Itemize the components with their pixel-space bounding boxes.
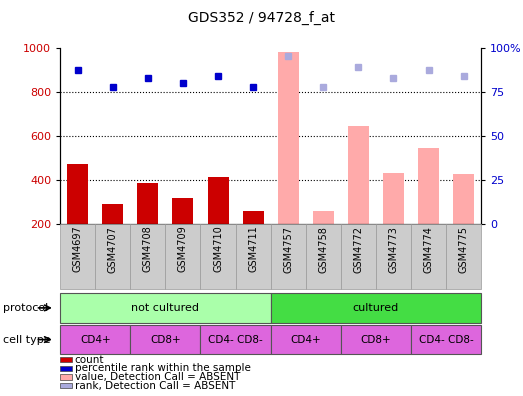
Bar	[411, 224, 446, 289]
Bar	[341, 325, 411, 354]
Text: CD4- CD8-: CD4- CD8-	[419, 335, 473, 345]
Text: cell type: cell type	[3, 335, 50, 345]
Bar	[446, 224, 481, 289]
Text: CD8+: CD8+	[360, 335, 391, 345]
Text: GSM4774: GSM4774	[424, 226, 434, 272]
Text: GSM4773: GSM4773	[389, 226, 399, 272]
Bar	[165, 224, 200, 289]
Bar	[67, 164, 88, 224]
Text: rank, Detection Call = ABSENT: rank, Detection Call = ABSENT	[75, 381, 235, 391]
Text: GSM4758: GSM4758	[319, 226, 328, 272]
Bar	[200, 325, 271, 354]
Text: GSM4709: GSM4709	[178, 226, 188, 272]
Text: GDS352 / 94728_f_at: GDS352 / 94728_f_at	[188, 11, 335, 25]
Bar	[102, 204, 123, 224]
Text: CD4- CD8-: CD4- CD8-	[208, 335, 263, 345]
Text: CD8+: CD8+	[150, 335, 181, 345]
Text: CD4+: CD4+	[290, 335, 321, 345]
Bar	[341, 224, 376, 289]
Text: GSM4711: GSM4711	[248, 226, 258, 272]
Bar	[95, 224, 130, 289]
Bar	[271, 325, 341, 354]
Text: GSM4708: GSM4708	[143, 226, 153, 272]
Bar	[243, 211, 264, 224]
Bar	[453, 174, 474, 224]
Bar	[60, 325, 130, 354]
Bar	[306, 224, 341, 289]
Bar	[208, 177, 229, 224]
Bar	[418, 148, 439, 224]
Text: not cultured: not cultured	[131, 303, 199, 313]
Bar	[173, 198, 194, 224]
Text: GSM4757: GSM4757	[283, 226, 293, 273]
Text: GSM4707: GSM4707	[108, 226, 118, 272]
Text: CD4+: CD4+	[80, 335, 110, 345]
Text: percentile rank within the sample: percentile rank within the sample	[75, 363, 251, 373]
Bar	[278, 52, 299, 224]
Bar	[376, 224, 411, 289]
Bar	[235, 224, 271, 289]
Bar	[130, 325, 200, 354]
Text: protocol: protocol	[3, 303, 48, 313]
Bar	[138, 183, 158, 224]
Text: cultured: cultured	[353, 303, 399, 313]
Text: GSM4775: GSM4775	[459, 226, 469, 273]
Text: GSM4772: GSM4772	[354, 226, 363, 273]
Text: count: count	[75, 354, 104, 365]
Bar	[313, 211, 334, 224]
Text: GSM4697: GSM4697	[73, 226, 83, 272]
Bar	[60, 293, 271, 323]
Bar	[383, 173, 404, 224]
Bar	[348, 126, 369, 224]
Bar	[411, 325, 481, 354]
Bar	[60, 224, 95, 289]
Bar	[200, 224, 235, 289]
Bar	[271, 224, 306, 289]
Text: GSM4710: GSM4710	[213, 226, 223, 272]
Bar	[271, 293, 481, 323]
Bar	[130, 224, 165, 289]
Text: value, Detection Call = ABSENT: value, Detection Call = ABSENT	[75, 372, 240, 382]
